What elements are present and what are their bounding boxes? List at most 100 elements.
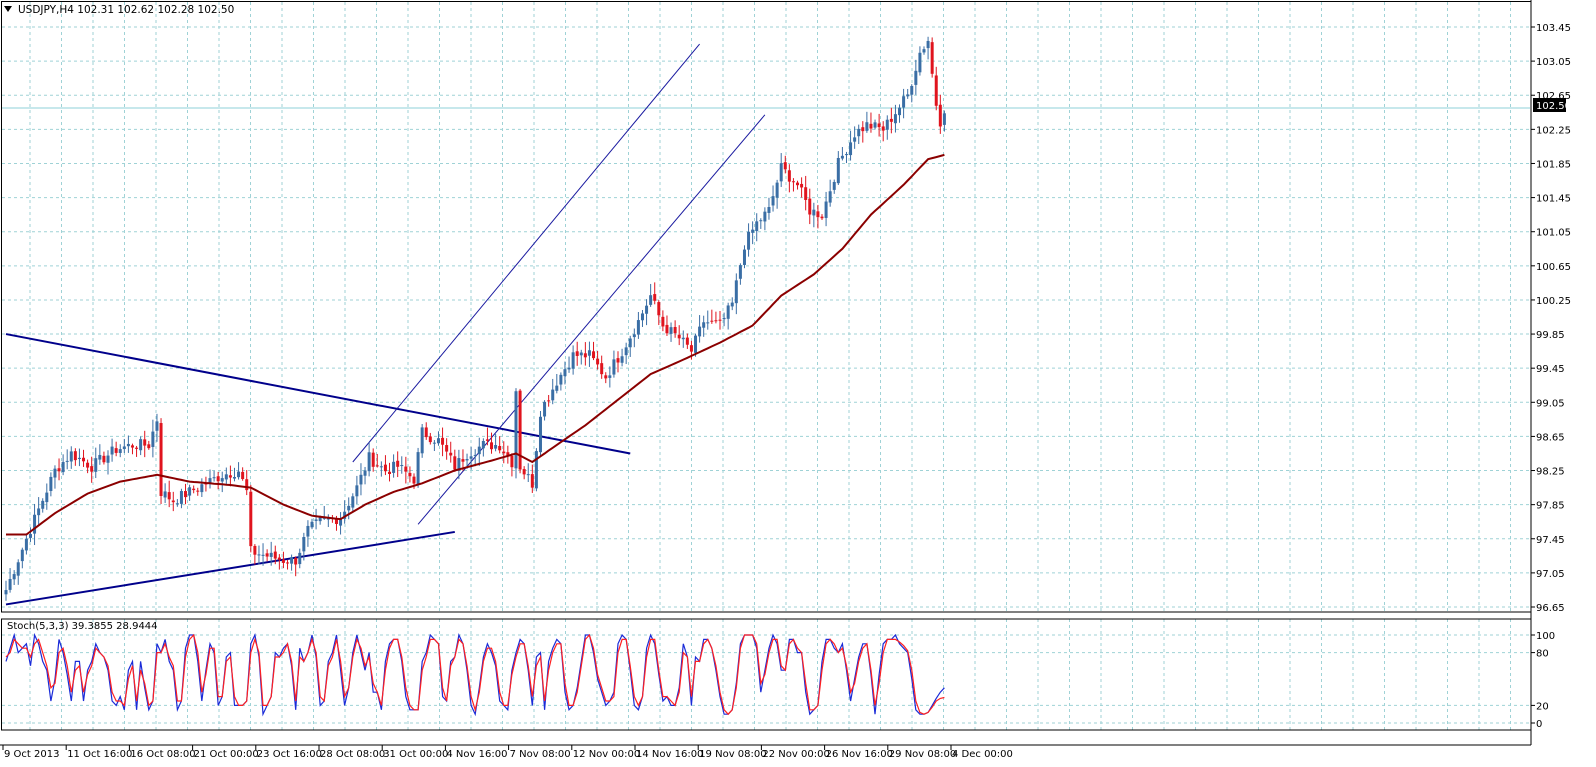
candle-bull [526, 474, 530, 476]
candle-bull [779, 163, 783, 182]
candle-bear [424, 427, 428, 438]
candle-bull [694, 335, 698, 353]
candle-bull [844, 154, 848, 156]
candle-bear [253, 545, 257, 555]
candle-bear [453, 456, 457, 470]
candle-bull [579, 352, 583, 356]
candle-bear [171, 500, 175, 503]
candle-bull [865, 122, 869, 131]
candle-bull [612, 359, 616, 375]
candle-bull [232, 476, 236, 479]
trendline-lower-support[interactable] [5, 530, 455, 606]
candle-bear [673, 327, 677, 334]
candle-bull [400, 465, 404, 467]
candle-bear [718, 319, 722, 321]
candle-bull [416, 452, 420, 485]
candle-bear [604, 375, 608, 379]
candle-bull [567, 367, 571, 370]
candle-bear [135, 447, 139, 449]
candle-bull [16, 562, 20, 576]
candle-bear [547, 400, 551, 402]
candle-bear [371, 452, 375, 467]
candle-bear [600, 363, 604, 375]
price-tick-label: 101.85 [1536, 159, 1571, 170]
candle-bear [653, 294, 657, 301]
candle-bull [706, 322, 710, 324]
candle-bull [571, 352, 575, 369]
candle-bear [661, 316, 665, 327]
candle-bear [791, 181, 795, 183]
trendline-channel-upper[interactable] [352, 43, 700, 463]
candle-bear [102, 455, 106, 463]
candle-bear [334, 518, 338, 524]
candle-bull [555, 385, 559, 391]
candle-bull [224, 474, 228, 480]
candle-bull [306, 525, 310, 537]
stoch-tick-label: 0 [1536, 719, 1542, 730]
candle-bull [457, 458, 461, 471]
candle-bull [4, 590, 8, 595]
time-tick-label: 26 Nov 16:00 [826, 749, 893, 760]
stoch-title: Stoch(5,3,3) 39.3855 28.9444 [7, 621, 158, 632]
candle-bull [624, 347, 628, 356]
candle-bull [326, 518, 330, 520]
candle-bear [281, 559, 285, 563]
candle-bear [575, 351, 579, 356]
candle-bull [747, 231, 751, 250]
candle-bull [473, 454, 477, 456]
candle-bull [873, 122, 877, 128]
candle-bull [477, 446, 481, 455]
candle-bear [184, 491, 188, 498]
candle-bull [632, 334, 636, 338]
candle-bull [322, 517, 326, 519]
time-tick-label: 12 Nov 00:00 [573, 749, 640, 760]
candle-bull [910, 85, 914, 95]
price-tick-label: 98.65 [1536, 432, 1565, 443]
candle-bear [245, 479, 249, 491]
triangle-down-icon[interactable] [4, 6, 12, 12]
candle-bear [286, 562, 290, 564]
price-tick-label: 100.65 [1536, 262, 1571, 273]
candle-bull [543, 401, 547, 417]
candle-bull [763, 211, 767, 222]
candle-bull [179, 491, 183, 504]
candle-bear [294, 558, 298, 565]
candle-bull [41, 500, 45, 509]
time-tick-label: 4 Dec 00:00 [952, 749, 1013, 760]
candle-bull [726, 305, 730, 319]
price-tick-label: 103.05 [1536, 57, 1571, 68]
price-tick-label: 102.65 [1536, 91, 1571, 102]
candle-bull [98, 454, 102, 460]
candle-bear [265, 553, 269, 557]
candle-bull [538, 416, 542, 453]
candle-bear [143, 439, 147, 446]
candle-bear [685, 337, 689, 345]
price-tick-label: 101.05 [1536, 228, 1571, 239]
candle-bull [351, 496, 355, 508]
trendlines[interactable] [5, 43, 766, 606]
candle-bull [379, 466, 383, 468]
candle-bull [155, 421, 159, 431]
candle-bear [510, 455, 514, 468]
candle-bear [228, 475, 232, 478]
candle-bull [355, 485, 359, 497]
candle-bull [918, 52, 922, 73]
candle-bear [167, 492, 171, 500]
candle-bull [640, 313, 644, 321]
trendline-upper-resistance[interactable] [5, 333, 631, 455]
candle-bull [302, 537, 306, 552]
candle-bull [698, 326, 702, 337]
candle-bear [441, 437, 445, 445]
candle-bull [628, 338, 632, 348]
candle-bull [742, 249, 746, 265]
candle-bear [816, 211, 820, 218]
time-tick-label: 29 Nov 08:00 [889, 749, 956, 760]
trendline-channel-lower[interactable] [417, 114, 766, 525]
candle-bear [192, 488, 196, 491]
candle-bear [388, 471, 392, 475]
candle-bull [649, 295, 653, 305]
candle-bear [502, 451, 506, 454]
candle-bull [106, 455, 110, 463]
